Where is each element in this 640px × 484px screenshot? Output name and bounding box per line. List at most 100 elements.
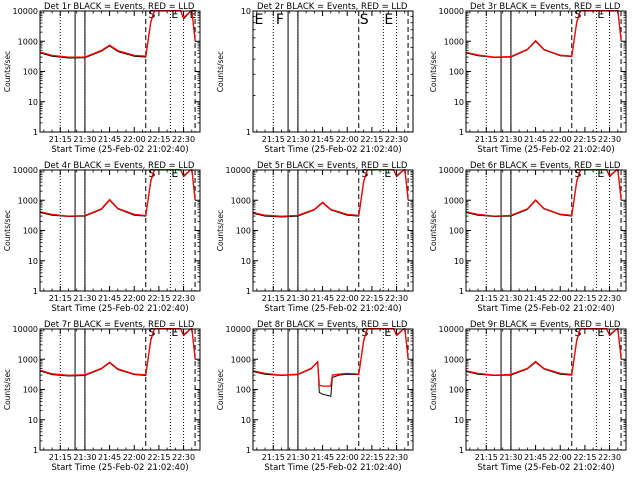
x-axis-label: Start Time (25-Feb-02 21:02:40)	[264, 145, 401, 155]
y-tick-label: 10000	[13, 7, 38, 16]
x-tick-label: 21:45	[98, 135, 121, 144]
annotation-label: E	[189, 8, 196, 21]
x-tick-label: 22:30	[385, 135, 408, 144]
x-tick-label: 21:30	[499, 294, 522, 303]
x-tick-label: 22:30	[598, 294, 621, 303]
y-tick-label: 100	[23, 386, 38, 395]
annotation-label: S	[361, 167, 368, 180]
x-tick-label: 21:45	[311, 453, 334, 462]
x-tick-label: 22:30	[598, 453, 621, 462]
y-axis-label: Counts/sec	[216, 369, 225, 410]
y-tick-label: 1000	[18, 355, 38, 364]
annotation-label: S	[574, 8, 581, 21]
annotation-label: S	[360, 12, 369, 28]
y-tick-label: 10000	[439, 166, 464, 175]
x-tick-label: 21:15	[475, 135, 498, 144]
lld-series-line	[40, 10, 196, 58]
y-tick-label: 1	[33, 287, 38, 296]
y-tick-label: 1000	[18, 37, 38, 46]
y-tick-label: 10000	[13, 166, 38, 175]
x-tick-label: 21:30	[499, 453, 522, 462]
plot-frame	[252, 328, 414, 451]
chart-title: Det 4r BLACK = Events, RED = LLD	[44, 161, 195, 171]
x-axis-label: Start Time (25-Feb-02 21:02:40)	[51, 304, 188, 314]
annotation-label: E	[384, 326, 391, 339]
annotation-label: S	[148, 326, 155, 339]
x-tick-label: 21:45	[311, 135, 334, 144]
annotation-label: E	[597, 326, 604, 339]
x-tick-label: 22:15	[573, 294, 596, 303]
x-tick-label: 22:30	[385, 294, 408, 303]
lld-series-line	[466, 169, 622, 217]
annotation-label: F	[276, 12, 284, 28]
y-tick-label: 100	[236, 386, 251, 395]
y-axis-label: Counts/sec	[3, 369, 12, 410]
y-axis-label: Counts/sec	[216, 210, 225, 251]
y-tick-label: 1	[33, 128, 38, 137]
y-tick-label: 10	[454, 257, 464, 266]
chart-title: Det 6r BLACK = Events, RED = LLD	[470, 161, 621, 171]
lld-series-line	[253, 328, 409, 387]
x-axis-label: Start Time (25-Feb-02 21:02:40)	[477, 145, 614, 155]
y-tick-label: 1	[459, 287, 464, 296]
x-axis-label: Start Time (25-Feb-02 21:02:40)	[477, 304, 614, 314]
x-tick-label: 22:15	[360, 135, 383, 144]
y-tick-label: 1	[33, 446, 38, 455]
x-tick-label: 22:30	[172, 135, 195, 144]
annotation-label: E	[597, 8, 604, 21]
y-tick-label: 1	[459, 446, 464, 455]
x-tick-label: 21:15	[475, 453, 498, 462]
chart-title: Det 5r BLACK = Events, RED = LLD	[257, 161, 408, 171]
x-tick-label: 21:30	[499, 135, 522, 144]
y-tick-label: 10	[28, 416, 38, 425]
x-tick-label: 22:30	[385, 453, 408, 462]
x-tick-label: 21:30	[73, 453, 96, 462]
y-axis-label: Counts/sec	[429, 210, 438, 251]
y-tick-label: 1	[246, 287, 251, 296]
x-tick-label: 21:30	[286, 453, 309, 462]
plot-frame	[465, 10, 627, 133]
y-tick-label: 1000	[231, 196, 251, 205]
x-axis-label: Start Time (25-Feb-02 21:02:40)	[51, 145, 188, 155]
x-tick-label: 21:45	[98, 453, 121, 462]
x-tick-label: 21:45	[311, 294, 334, 303]
lld-series-line	[253, 169, 409, 217]
x-tick-label: 21:45	[98, 294, 121, 303]
x-axis-label: Start Time (25-Feb-02 21:02:40)	[264, 304, 401, 314]
annotation-label: E	[171, 326, 178, 339]
y-tick-label: 10	[241, 416, 251, 425]
x-tick-label: 22:30	[172, 453, 195, 462]
chart-title: Det 1r BLACK = Events, RED = LLD	[44, 2, 195, 12]
plot-frame	[39, 10, 201, 133]
x-tick-label: 22:00	[336, 135, 359, 144]
y-tick-label: 1000	[231, 355, 251, 364]
y-tick-label: 10	[28, 257, 38, 266]
x-tick-label: 21:15	[475, 294, 498, 303]
x-tick-label: 22:00	[549, 294, 572, 303]
x-tick-label: 22:30	[598, 135, 621, 144]
x-tick-label: 21:30	[73, 294, 96, 303]
x-axis-label: Start Time (25-Feb-02 21:02:40)	[264, 463, 401, 473]
y-tick-label: 10	[454, 416, 464, 425]
x-tick-label: 21:45	[524, 453, 547, 462]
x-tick-label: 22:00	[336, 294, 359, 303]
y-tick-label: 10000	[226, 166, 251, 175]
x-tick-label: 21:45	[524, 135, 547, 144]
y-tick-label: 10000	[13, 325, 38, 334]
x-tick-label: 21:15	[262, 453, 285, 462]
x-tick-label: 22:15	[573, 453, 596, 462]
annotation-label: E	[255, 12, 264, 28]
annotation-label: E	[171, 167, 178, 180]
y-tick-label: 1000	[444, 355, 464, 364]
x-tick-label: 21:15	[262, 135, 285, 144]
y-tick-label: 100	[449, 227, 464, 236]
y-tick-label: 10	[241, 257, 251, 266]
x-tick-label: 22:15	[147, 135, 170, 144]
x-tick-label: 21:15	[262, 294, 285, 303]
x-tick-label: 21:30	[73, 135, 96, 144]
y-tick-label: 1	[246, 446, 251, 455]
